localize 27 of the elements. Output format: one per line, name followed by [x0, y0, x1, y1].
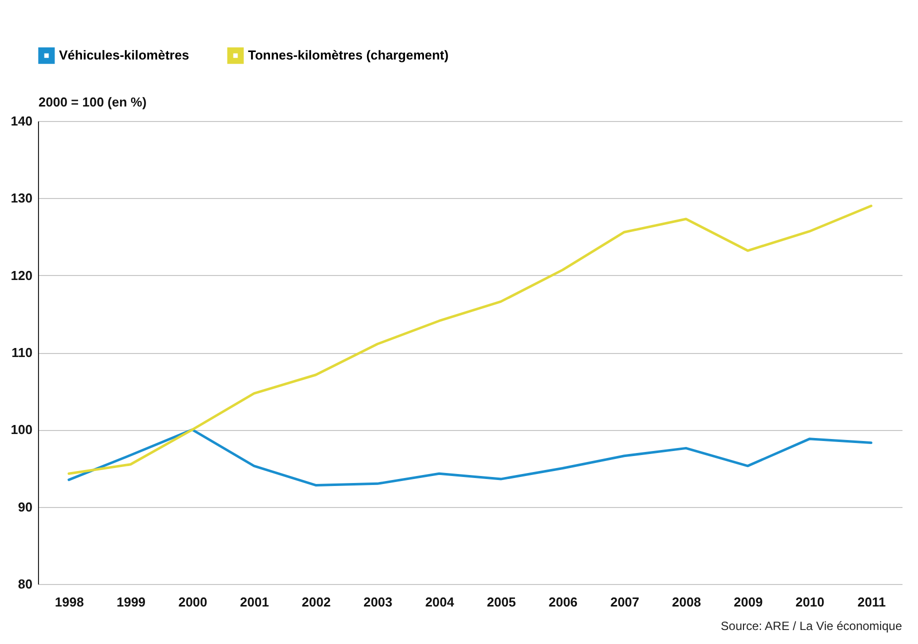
- legend-label: Tonnes-kilomètres (chargement): [248, 48, 449, 63]
- x-tick-label: 2002: [302, 594, 331, 610]
- y-tick-label: 140: [10, 114, 32, 128]
- x-tick-label: 1999: [116, 594, 146, 610]
- x-tick-label: 2001: [240, 594, 269, 610]
- y-tick-label: 120: [10, 268, 32, 283]
- y-axis-title: 2000 = 100 (en %): [38, 94, 147, 110]
- line-series: [68, 428, 872, 486]
- x-tick-label: 2010: [795, 594, 824, 610]
- y-tick-label: 100: [10, 422, 32, 438]
- y-tick-label: 80: [18, 576, 32, 592]
- x-tick-label: 2011: [858, 594, 886, 610]
- x-tick-label: 2006: [548, 594, 578, 610]
- y-tick-label: 130: [10, 190, 32, 206]
- x-tick-label: 2009: [734, 594, 763, 610]
- x-tick-label: 2003: [363, 594, 392, 610]
- y-tick-label: 110: [12, 345, 32, 360]
- x-tick-label: 2007: [610, 594, 640, 610]
- y-tick-label: 90: [18, 499, 32, 514]
- x-tick-label: 2004: [425, 594, 455, 610]
- source-note: Source: ARE / La Vie économique: [720, 619, 902, 633]
- x-tick-label: 2000: [178, 594, 208, 610]
- line-series: [68, 204, 872, 475]
- x-tick-label: 1998: [54, 594, 84, 610]
- legend-label: Véhicules-kilomètres: [59, 48, 190, 63]
- x-tick-label: 2008: [672, 594, 701, 610]
- x-tick-label: 2005: [486, 594, 516, 610]
